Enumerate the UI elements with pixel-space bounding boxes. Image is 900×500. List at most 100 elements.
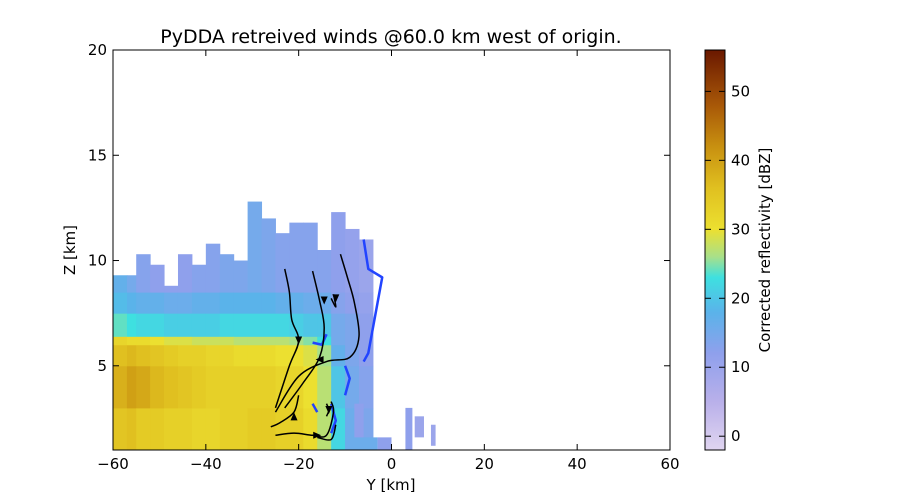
colorbar: 0 10 20 30 40 50 Corrected reflectivity [dBZ]: [704, 49, 774, 451]
reflectivity-contour: [329, 403, 338, 434]
reflectivity-cell: [261, 344, 276, 367]
reflectivity-cell: [261, 407, 276, 450]
x-tick-label: −20: [283, 455, 315, 473]
streamline-arrow: [290, 412, 298, 421]
colorbar-tick-label: 0: [731, 427, 741, 445]
reflectivity-cell: [113, 365, 128, 409]
reflectivity-cell: [191, 336, 207, 346]
reflectivity-cell: [113, 336, 128, 346]
reflectivity-contours: [311, 239, 384, 434]
reflectivity-cell: [164, 285, 179, 293]
reflectivity-cell: [136, 365, 151, 409]
reflectivity-cell: [219, 254, 235, 293]
reflectivity-cell: [261, 292, 276, 314]
reflectivity-cell: [150, 292, 165, 314]
reflectivity-cell: [345, 313, 360, 367]
reflectivity-contour: [312, 333, 328, 346]
reflectivity-cell: [191, 407, 207, 450]
streamline-arrow: [332, 294, 340, 303]
reflectivity-cell: [233, 260, 249, 293]
streamline-arrow: [313, 431, 322, 439]
reflectivity-cell: [233, 407, 249, 450]
reflectivity-cell: [126, 407, 137, 450]
reflectivity-cell: [261, 313, 276, 337]
x-axis: −60 −40 −20 0 20 40 60: [97, 50, 680, 473]
x-tick-label: 0: [387, 455, 397, 473]
reflectivity-cell: [126, 292, 137, 314]
reflectivity-cell: [113, 292, 128, 314]
streamline: [284, 270, 325, 409]
reflectivity-cell: [261, 365, 276, 409]
reflectivity-cell: [414, 416, 424, 438]
reflectivity-cell: [275, 313, 290, 337]
y-tick-label: 5: [97, 357, 107, 375]
reflectivity-cell: [289, 344, 304, 367]
reflectivity-cell: [219, 365, 235, 409]
reflectivity-cell: [126, 313, 137, 337]
reflectivity-cell: [164, 344, 179, 367]
reflectivity-cell: [331, 365, 346, 409]
streamline: [274, 253, 360, 413]
reflectivity-cell: [354, 403, 364, 438]
reflectivity-cell: [150, 264, 165, 293]
reflectivity-cell: [261, 336, 276, 346]
y-tick-label: 10: [88, 252, 107, 270]
colorbar-tick-label: 10: [731, 358, 750, 376]
streamline: [275, 401, 335, 438]
reflectivity-cell: [136, 254, 151, 293]
reflectivity-cell: [233, 344, 249, 367]
reflectivity-cell: [126, 336, 137, 346]
reflectivity-cell: [219, 336, 235, 346]
streamline: [270, 395, 300, 428]
reflectivity-cell: [247, 201, 263, 293]
reflectivity-cell: [289, 292, 304, 314]
reflectivity-cell: [191, 344, 207, 367]
colorbar-label: Corrected reflectivity [dBZ]: [756, 148, 774, 353]
reflectivity-cell: [275, 336, 290, 346]
reflectivity-cell: [247, 365, 263, 409]
reflectivity-cell: [247, 336, 263, 346]
reflectivity-cell: [126, 365, 137, 409]
reflectivity-cell: [303, 313, 318, 337]
reflectivity-cell: [150, 313, 165, 337]
wind-streamlines: [270, 253, 360, 441]
plot-area: −60 −40 −20 0 20 40 60 5 10 15 20: [88, 41, 680, 473]
reflectivity-cell: [233, 313, 249, 337]
reflectivity-cell: [113, 344, 128, 367]
reflectivity-cell: [126, 344, 137, 367]
reflectivity-cell: [331, 344, 346, 367]
reflectivity-cell: [219, 292, 235, 314]
reflectivity-cell: [177, 292, 193, 314]
streamline: [317, 424, 337, 441]
streamline-arrow: [320, 296, 328, 305]
reflectivity-cell: [289, 336, 304, 346]
reflectivity-cell: [150, 336, 165, 346]
reflectivity-cell: [113, 407, 128, 450]
x-tick-label: 60: [660, 455, 679, 473]
reflectivity-cell: [345, 228, 360, 293]
reflectivity-cell: [136, 292, 151, 314]
reflectivity-cell: [303, 407, 318, 450]
reflectivity-cell: [359, 292, 374, 314]
reflectivity-cell: [205, 365, 221, 409]
streamline-arrow: [295, 336, 303, 345]
x-tick-label: −60: [97, 455, 129, 473]
y-tick-label: 20: [88, 41, 107, 59]
colorbar-tick-label: 30: [731, 220, 750, 238]
reflectivity-cell: [164, 292, 179, 314]
reflectivity-cell: [205, 313, 221, 337]
reflectivity-cell: [359, 313, 374, 367]
colorbar-ticks: 0 10 20 30 40 50: [705, 82, 750, 445]
reflectivity-cell: [289, 365, 304, 409]
reflectivity-cell: [113, 313, 128, 337]
x-tick-label: 40: [568, 455, 587, 473]
reflectivity-cell: [354, 437, 378, 450]
reflectivity-cell: [136, 407, 151, 450]
streamline-arrow: [325, 406, 333, 414]
reflectivity-cell: [275, 292, 290, 314]
reflectivity-cell: [317, 250, 332, 293]
colorbar-bar: [704, 49, 726, 451]
reflectivity-cell: [205, 336, 221, 346]
reflectivity-cell: [177, 254, 193, 293]
